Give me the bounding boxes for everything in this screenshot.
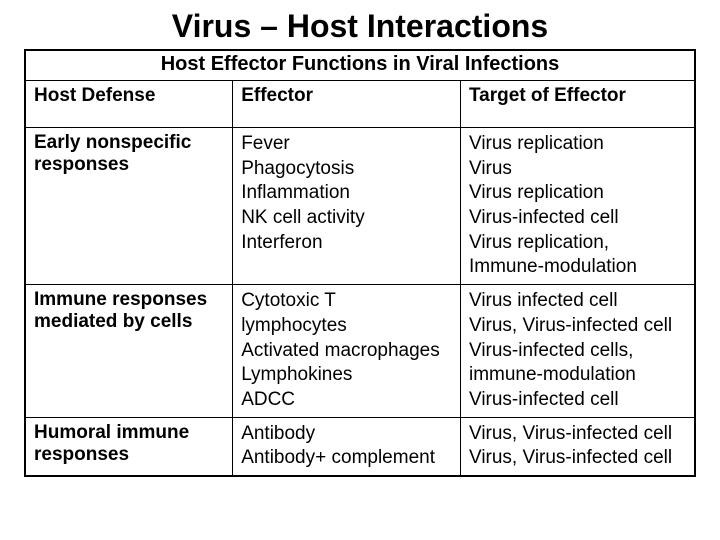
effector-table: Host Effector Functions in Viral Infecti… bbox=[24, 49, 696, 477]
effector-cell: Fever Phagocytosis Inflammation NK cell … bbox=[233, 128, 461, 285]
target-cell: Virus replication Virus Virus replicatio… bbox=[460, 128, 695, 285]
col-header-target: Target of Effector bbox=[460, 81, 695, 128]
effector-line: Cytotoxic T bbox=[241, 289, 452, 314]
effector-line: NK cell activity bbox=[241, 206, 452, 231]
target-line: Virus-infected cell bbox=[469, 206, 686, 231]
effector-line: Inflammation bbox=[241, 181, 452, 206]
effector-cell: Antibody Antibody+ complement bbox=[233, 417, 461, 476]
target-line: Virus, Virus-infected cell bbox=[469, 446, 686, 471]
target-line: Virus replication bbox=[469, 181, 686, 206]
target-line: Virus replication, bbox=[469, 231, 686, 256]
effector-line: lymphocytes bbox=[241, 314, 452, 339]
target-line: Immune-modulation bbox=[469, 255, 686, 280]
defense-cell: Immune responses mediated by cells bbox=[25, 285, 233, 417]
effector-line: Phagocytosis bbox=[241, 157, 452, 182]
defense-cell: Early nonspecific responses bbox=[25, 128, 233, 285]
effector-line: Activated macrophages bbox=[241, 339, 452, 364]
effector-line: Antibody+ complement bbox=[241, 446, 452, 471]
table-header-row: Host Defense Effector Target of Effector bbox=[25, 81, 695, 128]
target-line: Virus, Virus-infected cell bbox=[469, 314, 686, 339]
col-header-defense: Host Defense bbox=[25, 81, 233, 128]
table-row: Early nonspecific responses Fever Phagoc… bbox=[25, 128, 695, 285]
table-row: Immune responses mediated by cells Cytot… bbox=[25, 285, 695, 417]
effector-line: Fever bbox=[241, 132, 452, 157]
effector-line: Interferon bbox=[241, 231, 452, 256]
effector-cell: Cytotoxic T lymphocytes Activated macrop… bbox=[233, 285, 461, 417]
target-cell: Virus infected cell Virus, Virus-infecte… bbox=[460, 285, 695, 417]
target-line: Virus infected cell bbox=[469, 289, 686, 314]
effector-line: ADCC bbox=[241, 388, 452, 413]
col-header-effector: Effector bbox=[233, 81, 461, 128]
target-line: Virus-infected cells, bbox=[469, 339, 686, 364]
target-line: Virus, Virus-infected cell bbox=[469, 422, 686, 447]
table-row: Humoral immune responses Antibody Antibo… bbox=[25, 417, 695, 476]
table-title-row: Host Effector Functions in Viral Infecti… bbox=[25, 50, 695, 81]
target-line: Virus bbox=[469, 157, 686, 182]
target-cell: Virus, Virus-infected cell Virus, Virus-… bbox=[460, 417, 695, 476]
target-line: immune-modulation bbox=[469, 363, 686, 388]
target-line: Virus-infected cell bbox=[469, 388, 686, 413]
table-title: Host Effector Functions in Viral Infecti… bbox=[25, 50, 695, 81]
effector-line: Lymphokines bbox=[241, 363, 452, 388]
defense-cell: Humoral immune responses bbox=[25, 417, 233, 476]
target-line: Virus replication bbox=[469, 132, 686, 157]
effector-line: Antibody bbox=[241, 422, 452, 447]
page-title: Virus – Host Interactions bbox=[24, 8, 696, 45]
